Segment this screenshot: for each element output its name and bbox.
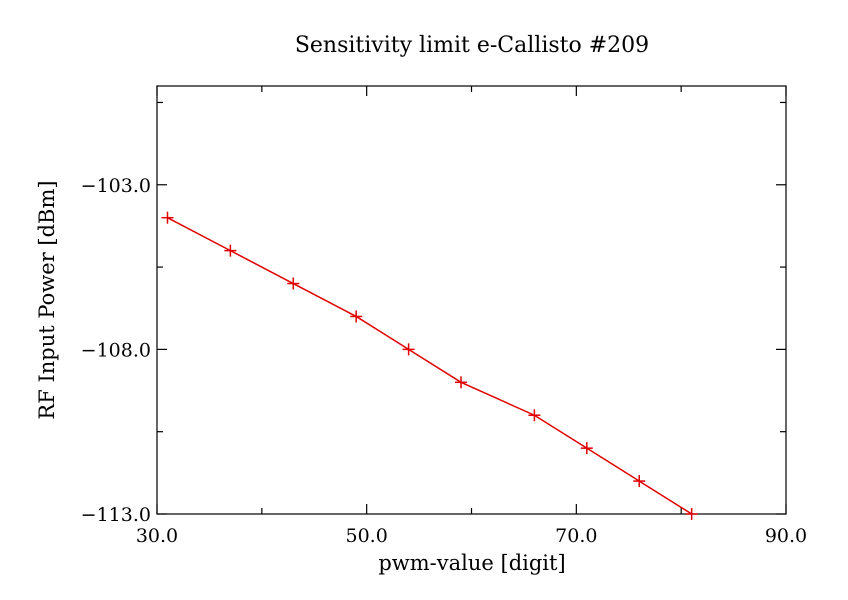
data-point: [350, 310, 363, 323]
y-tick-label: −108.0: [81, 339, 151, 361]
y-axis-label: RF Input Power [dBm]: [35, 180, 59, 419]
data-point: [685, 508, 698, 520]
x-tick-label: 30.0: [136, 525, 178, 547]
y-tick-label: −103.0: [81, 175, 151, 197]
x-tick-label: 50.0: [346, 525, 388, 547]
series-group: [161, 211, 698, 520]
x-axis-label: pwm-value [digit]: [378, 551, 565, 575]
y-tick-label: −113.0: [81, 504, 151, 526]
data-point: [528, 409, 541, 422]
data-point: [633, 475, 646, 488]
data-point: [287, 277, 300, 290]
data-point: [224, 244, 237, 257]
x-tick-label: 70.0: [555, 525, 597, 547]
plot-frame: [156, 85, 787, 515]
data-point: [161, 211, 174, 224]
axis-tick-labels: 30.0 50.0 70.0 90.0 −113.0 −108.0 −103.0: [81, 175, 807, 547]
chart-title: Sensitivity limit e-Callisto #209: [295, 33, 649, 58]
axis-ticks: [156, 86, 787, 515]
data-point: [580, 442, 593, 455]
x-tick-label: 90.0: [765, 525, 807, 547]
series-line: [167, 217, 693, 515]
data-point: [402, 343, 415, 356]
data-point: [455, 376, 468, 389]
